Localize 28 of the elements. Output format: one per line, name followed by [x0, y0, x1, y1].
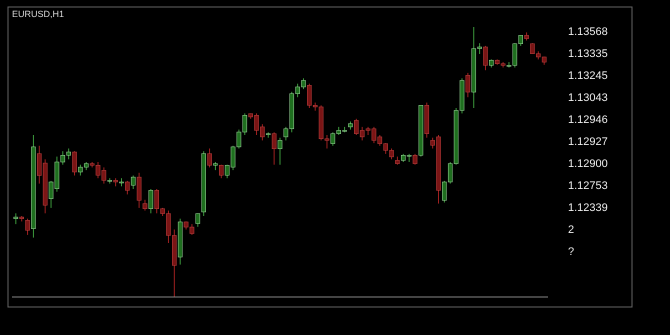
candlestick — [14, 212, 18, 225]
candlestick — [72, 150, 77, 176]
candlestick — [412, 153, 418, 166]
candlestick — [25, 218, 30, 236]
text: 1.12946 — [568, 114, 608, 126]
candlestick — [278, 137, 282, 166]
text: 1.13335 — [568, 48, 608, 60]
candlestick — [196, 212, 200, 228]
text: 2 — [568, 224, 574, 236]
candlestick — [466, 72, 470, 98]
text: 1.13043 — [568, 92, 608, 104]
candlestick — [207, 148, 212, 168]
text: 1.12753 — [568, 180, 608, 192]
chart-title: EURUSD,H1 — [12, 9, 64, 19]
candlestick — [125, 180, 130, 195]
candlestick — [148, 188, 154, 214]
candlestick — [272, 132, 276, 166]
candlestick — [142, 199, 148, 212]
candlestick — [218, 164, 224, 179]
text: 1.12339 — [568, 202, 608, 214]
text: 1.13245 — [568, 70, 608, 82]
candlestick — [130, 175, 136, 190]
text: 1.12927 — [568, 136, 608, 148]
candlestick — [136, 172, 142, 208]
text: 1.13568 — [568, 26, 608, 38]
text: 1.12900 — [568, 158, 608, 170]
text: ? — [568, 246, 574, 258]
candlestick — [483, 45, 488, 71]
